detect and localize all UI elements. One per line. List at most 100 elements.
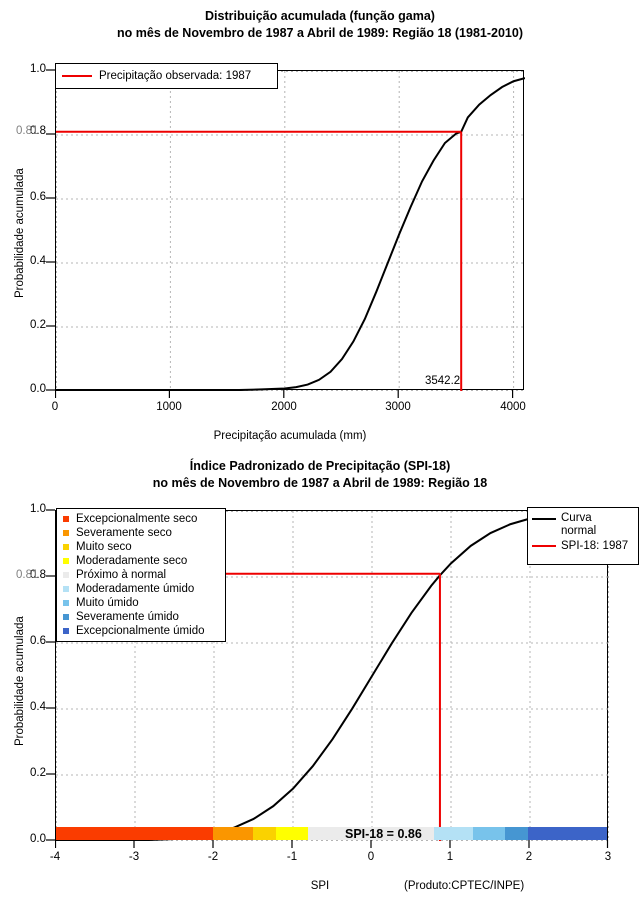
- legend-swatch-muito-umido: [63, 600, 69, 606]
- bottom-x-tickmarks: [55, 840, 609, 848]
- bottom-chart-title-line1: Índice Padronizado de Precipitação (SPI-…: [189, 459, 451, 473]
- top-xaxis-label: Precipitação acumulada (mm): [213, 430, 367, 442]
- top-xtick-3: 3000: [385, 401, 411, 413]
- top-ytick-3: 0.6: [30, 191, 46, 203]
- bottom-ytick-5: 1.0: [30, 503, 46, 515]
- bottom-ytick-1: 0.2: [30, 767, 46, 779]
- legend-row-curva-normal: Curva normal: [532, 512, 634, 538]
- bottom-ytick-4: 0.8: [30, 569, 46, 581]
- top-xtick-4: 4000: [500, 401, 526, 413]
- legend-row-muito-seco: Muito seco: [61, 540, 220, 554]
- bottom-chart-title-line2: no mês de Novembro de 1987 a Abril de 19…: [152, 476, 488, 490]
- top-ytick-1: 0.2: [30, 319, 46, 331]
- top-observed-value-label: 3542.2: [425, 375, 461, 387]
- legend-label-excepcionalmente-umido: Excepcionalmente úmido: [76, 625, 205, 637]
- top-ytick-0: 0.0: [30, 383, 46, 395]
- top-gridlines-horizontal: [56, 71, 525, 391]
- spi-band-severamente-seco: [213, 827, 253, 840]
- legend-swatch-moderadamente-seco: [63, 558, 69, 564]
- top-xtick-2: 2000: [271, 401, 297, 413]
- legend-row-moderadamente-seco: Moderadamente seco: [61, 554, 220, 568]
- legend-row-spi18-1987: SPI-18: 1987: [532, 540, 634, 553]
- spi-band-moderadamente-seco: [276, 827, 308, 840]
- legend-swatch-proximo-a-normal: [63, 572, 69, 578]
- legend-row-muito-umido: Muito úmido: [61, 596, 220, 610]
- spi-curve-legend[interactable]: Curva normal SPI-18: 1987: [527, 507, 639, 565]
- top-chart-title-line1: Distribuição acumulada (função gama): [205, 9, 435, 23]
- top-y-tickmarks: [46, 69, 55, 391]
- gamma-cdf-chart-panel: Distribuição acumulada (função gama) no …: [0, 8, 640, 442]
- legend-row-excepcionalmente-seco: Excepcionalmente seco: [61, 512, 220, 526]
- bottom-xtick-0: -4: [49, 851, 61, 863]
- spi-chart-panel: Índice Padronizado de Precipitação (SPI-…: [0, 450, 640, 900]
- top-plot-svg: [56, 71, 525, 391]
- legend-label-proximo-a-normal: Próximo à normal: [76, 569, 167, 581]
- legend-label-curva-normal: Curva normal: [561, 512, 597, 537]
- bottom-xaxis-label: SPI: [310, 880, 330, 892]
- top-x-tickmarks: [55, 390, 514, 398]
- legend-label-observed: Precipitação observada: 1987: [99, 70, 252, 82]
- legend-row-severamente-seco: Severamente seco: [61, 526, 220, 540]
- bottom-xtick-5: 1: [446, 851, 454, 863]
- producer-credit: (Produto:CPTEC/INPE): [404, 880, 525, 892]
- legend-swatch-severamente-seco: [63, 530, 69, 536]
- legend-swatch-moderadamente-umido: [63, 586, 69, 592]
- top-xtick-1: 1000: [156, 401, 182, 413]
- spi-category-colorbar: [56, 827, 607, 840]
- legend-swatch-excepcionalmente-seco: [63, 516, 69, 522]
- top-chart-title-line2: no mês de Novembro de 1987 a Abril de 19…: [117, 26, 523, 40]
- bottom-gridlines-horizontal: [56, 511, 609, 841]
- legend-label-muito-seco: Muito seco: [76, 541, 132, 553]
- top-gridlines-vertical: [56, 71, 515, 391]
- bottom-xtick-3: -1: [286, 851, 298, 863]
- bottom-ytick-2: 0.4: [30, 701, 46, 713]
- spi-band-excepcionalmente-seco: [56, 827, 214, 840]
- legend-swatch-severamente-umido: [63, 614, 69, 620]
- legend-row-excepcionalmente-umido: Excepcionalmente úmido: [61, 624, 220, 638]
- bottom-y-tickmarks: [46, 509, 55, 841]
- top-ytick-2: 0.4: [30, 255, 46, 267]
- legend-label-severamente-umido: Severamente úmido: [76, 611, 179, 623]
- top-xtick-0: 0: [51, 401, 59, 413]
- legend-row-severamente-umido: Severamente úmido: [61, 610, 220, 624]
- bottom-chart-title: Índice Padronizado de Precipitação (SPI-…: [0, 458, 640, 492]
- top-plot-area: [55, 70, 525, 391]
- spi-value-label: SPI-18 = 0.86: [345, 827, 422, 841]
- legend-row-proximo-a-normal: Próximo à normal: [61, 568, 220, 582]
- bottom-yaxis-label: Probabilidade acumulada: [14, 616, 26, 746]
- legend-label-excepcionalmente-seco: Excepcionalmente seco: [76, 513, 198, 525]
- spi-band-muito-umido: [473, 827, 505, 840]
- legend-line-spi18-1987: [532, 545, 556, 547]
- bottom-xtick-6: 2: [525, 851, 533, 863]
- legend-label-severamente-seco: Severamente seco: [76, 527, 172, 539]
- spi-band-muito-seco: [252, 827, 277, 840]
- bottom-ytick-0: 0.0: [30, 833, 46, 845]
- gamma-cdf-curve: [56, 77, 525, 391]
- top-ytick-5: 1.0: [30, 63, 46, 75]
- spi-category-legend[interactable]: Excepcionalmente seco Severamente seco M…: [56, 508, 226, 642]
- bottom-xtick-7: 3: [604, 851, 612, 863]
- top-chart-legend[interactable]: Precipitação observada: 1987: [55, 63, 278, 89]
- top-probability-annotation: 0.81: [16, 125, 39, 137]
- bottom-xtick-2: -2: [207, 851, 219, 863]
- legend-swatch-muito-seco: [63, 544, 69, 550]
- bottom-probability-annotation: 0.81: [16, 569, 39, 581]
- spi-band-excepcionalmente-umido: [528, 827, 607, 840]
- bottom-xtick-4: 0: [367, 851, 375, 863]
- bottom-xtick-1: -3: [128, 851, 140, 863]
- legend-row-moderadamente-umido: Moderadamente úmido: [61, 582, 220, 596]
- observed-precipitation-crosshair: [56, 130, 463, 391]
- legend-row-observed: Precipitação observada: 1987: [56, 64, 277, 88]
- legend-line-curva-normal: [532, 518, 556, 520]
- spi-band-proximo-a-normal: [307, 827, 434, 840]
- legend-label-moderadamente-seco: Moderadamente seco: [76, 555, 188, 567]
- bottom-ytick-3: 0.6: [30, 635, 46, 647]
- legend-label-moderadamente-umido: Moderadamente úmido: [76, 583, 195, 595]
- legend-label-spi18-1987: SPI-18: 1987: [561, 540, 629, 552]
- legend-line-observed: [62, 75, 92, 77]
- spi-band-moderadamente-umido: [433, 827, 474, 840]
- legend-swatch-excepcionalmente-umido: [63, 628, 69, 634]
- top-chart-title: Distribuição acumulada (função gama) no …: [0, 8, 640, 42]
- spi-band-severamente-umido: [504, 827, 529, 840]
- top-ytick-4: 0.8: [30, 125, 46, 137]
